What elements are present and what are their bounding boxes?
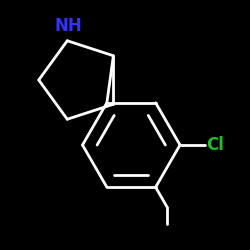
Text: NH: NH [55, 16, 82, 34]
Text: Cl: Cl [206, 136, 224, 154]
